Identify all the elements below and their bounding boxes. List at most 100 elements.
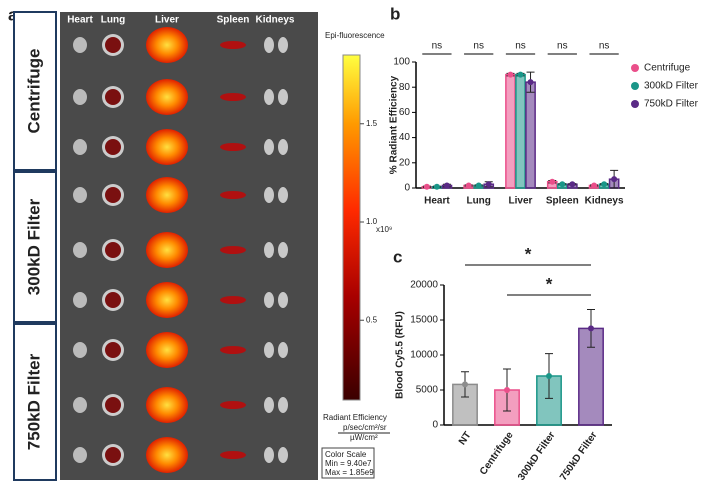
liver bbox=[146, 232, 188, 268]
heart bbox=[73, 342, 87, 358]
mean-dot bbox=[611, 176, 618, 183]
spleen bbox=[220, 296, 246, 304]
legend-marker bbox=[631, 100, 639, 108]
x-tick-label: 750kD Filter bbox=[558, 430, 600, 483]
row-box bbox=[13, 171, 57, 323]
liver bbox=[146, 282, 188, 318]
column-label: Lung bbox=[101, 15, 125, 26]
colorbar-tick-label: 1.5 bbox=[366, 119, 378, 128]
lung-signal bbox=[105, 37, 121, 53]
mean-dot bbox=[433, 183, 440, 190]
significance: * bbox=[546, 274, 553, 293]
x-tick-label: Liver bbox=[509, 196, 533, 207]
mean-dot bbox=[549, 178, 556, 185]
colorbar-title: Epi-fluorescence bbox=[325, 31, 385, 40]
legend-label: 750kD Filter bbox=[644, 99, 699, 110]
x-tick-label: Lung bbox=[466, 196, 490, 207]
row-label: Centrifuge bbox=[24, 49, 43, 134]
mean-dot bbox=[465, 182, 472, 189]
heart bbox=[73, 187, 87, 203]
liver bbox=[146, 387, 188, 423]
mean-dot bbox=[507, 71, 514, 78]
legend-label: Centrifuge bbox=[644, 63, 691, 74]
kidney bbox=[264, 447, 274, 463]
column-label: Kidneys bbox=[256, 15, 295, 26]
y-tick-label: 10000 bbox=[410, 350, 438, 361]
legend-label: 300kD Filter bbox=[644, 81, 699, 92]
heart bbox=[73, 139, 87, 155]
y-tick-label: 0 bbox=[404, 183, 410, 194]
lung-signal bbox=[105, 187, 121, 203]
colorbar bbox=[342, 54, 361, 401]
significance: ns bbox=[557, 41, 568, 52]
legend-marker bbox=[631, 82, 639, 90]
y-tick-label: 100 bbox=[393, 57, 410, 68]
kidney bbox=[264, 37, 274, 53]
row-box bbox=[13, 11, 57, 171]
significance: * bbox=[525, 244, 532, 263]
kidney bbox=[264, 242, 274, 258]
liver bbox=[146, 177, 188, 213]
y-tick-label: 20 bbox=[399, 157, 411, 168]
column-label: Spleen bbox=[217, 15, 250, 26]
kidney bbox=[278, 447, 288, 463]
significance: ns bbox=[432, 41, 443, 52]
mean-dot bbox=[588, 325, 594, 332]
liver bbox=[146, 79, 188, 115]
mean-dot bbox=[601, 181, 608, 188]
column-label: Heart bbox=[67, 15, 93, 26]
liver bbox=[146, 27, 188, 63]
colorbar-exponent: x10⁹ bbox=[376, 225, 392, 234]
mean-dot bbox=[591, 182, 598, 189]
spleen bbox=[220, 246, 246, 254]
kidney bbox=[278, 139, 288, 155]
kidney bbox=[264, 139, 274, 155]
y-tick-label: 5000 bbox=[416, 385, 439, 396]
mean-dot bbox=[462, 381, 468, 388]
y-tick-label: 15000 bbox=[410, 315, 438, 326]
kidney bbox=[278, 242, 288, 258]
unit-numerator: p/sec/cm²/sr bbox=[343, 423, 387, 432]
y-axis-label: Blood Cy5.5 (RFU) bbox=[395, 311, 406, 399]
scale-box bbox=[321, 447, 375, 479]
kidney bbox=[264, 89, 274, 105]
spleen bbox=[220, 143, 246, 151]
colorbar-tick-label: 0.5 bbox=[366, 315, 378, 324]
mean-dot bbox=[443, 182, 450, 189]
mean-dot bbox=[546, 373, 552, 379]
heart bbox=[73, 447, 87, 463]
bar bbox=[515, 73, 526, 189]
liver bbox=[146, 129, 188, 165]
spleen bbox=[220, 401, 246, 409]
liver bbox=[146, 437, 188, 473]
bar bbox=[505, 73, 516, 189]
spleen bbox=[220, 191, 246, 199]
lung-signal bbox=[105, 447, 121, 463]
heart bbox=[73, 37, 87, 53]
y-tick-label: 80 bbox=[399, 82, 411, 93]
liver bbox=[146, 332, 188, 368]
unit-title: Radiant Efficiency bbox=[323, 413, 387, 422]
mean-dot bbox=[485, 181, 492, 188]
x-tick-label: Heart bbox=[424, 196, 450, 207]
spleen bbox=[220, 41, 246, 49]
mean-dot bbox=[569, 181, 576, 188]
mean-dot bbox=[504, 387, 510, 393]
mean-dot bbox=[559, 181, 566, 188]
x-tick-label: Spleen bbox=[546, 196, 579, 207]
kidney bbox=[278, 292, 288, 308]
kidney bbox=[278, 397, 288, 413]
scale-min: Min = 9.40e7 bbox=[325, 459, 372, 468]
x-tick-label: NT bbox=[457, 430, 474, 447]
unit-denominator: µW/cm² bbox=[350, 433, 378, 442]
column-label: Liver bbox=[155, 15, 179, 26]
scale-title: Color Scale bbox=[325, 450, 367, 459]
x-tick-label: 300kD Filter bbox=[516, 430, 558, 483]
spleen bbox=[220, 93, 246, 101]
x-tick-label: Centrifuge bbox=[478, 430, 516, 478]
significance: ns bbox=[599, 41, 610, 52]
legend-marker bbox=[631, 64, 639, 72]
heart bbox=[73, 242, 87, 258]
mean-dot bbox=[475, 182, 482, 189]
